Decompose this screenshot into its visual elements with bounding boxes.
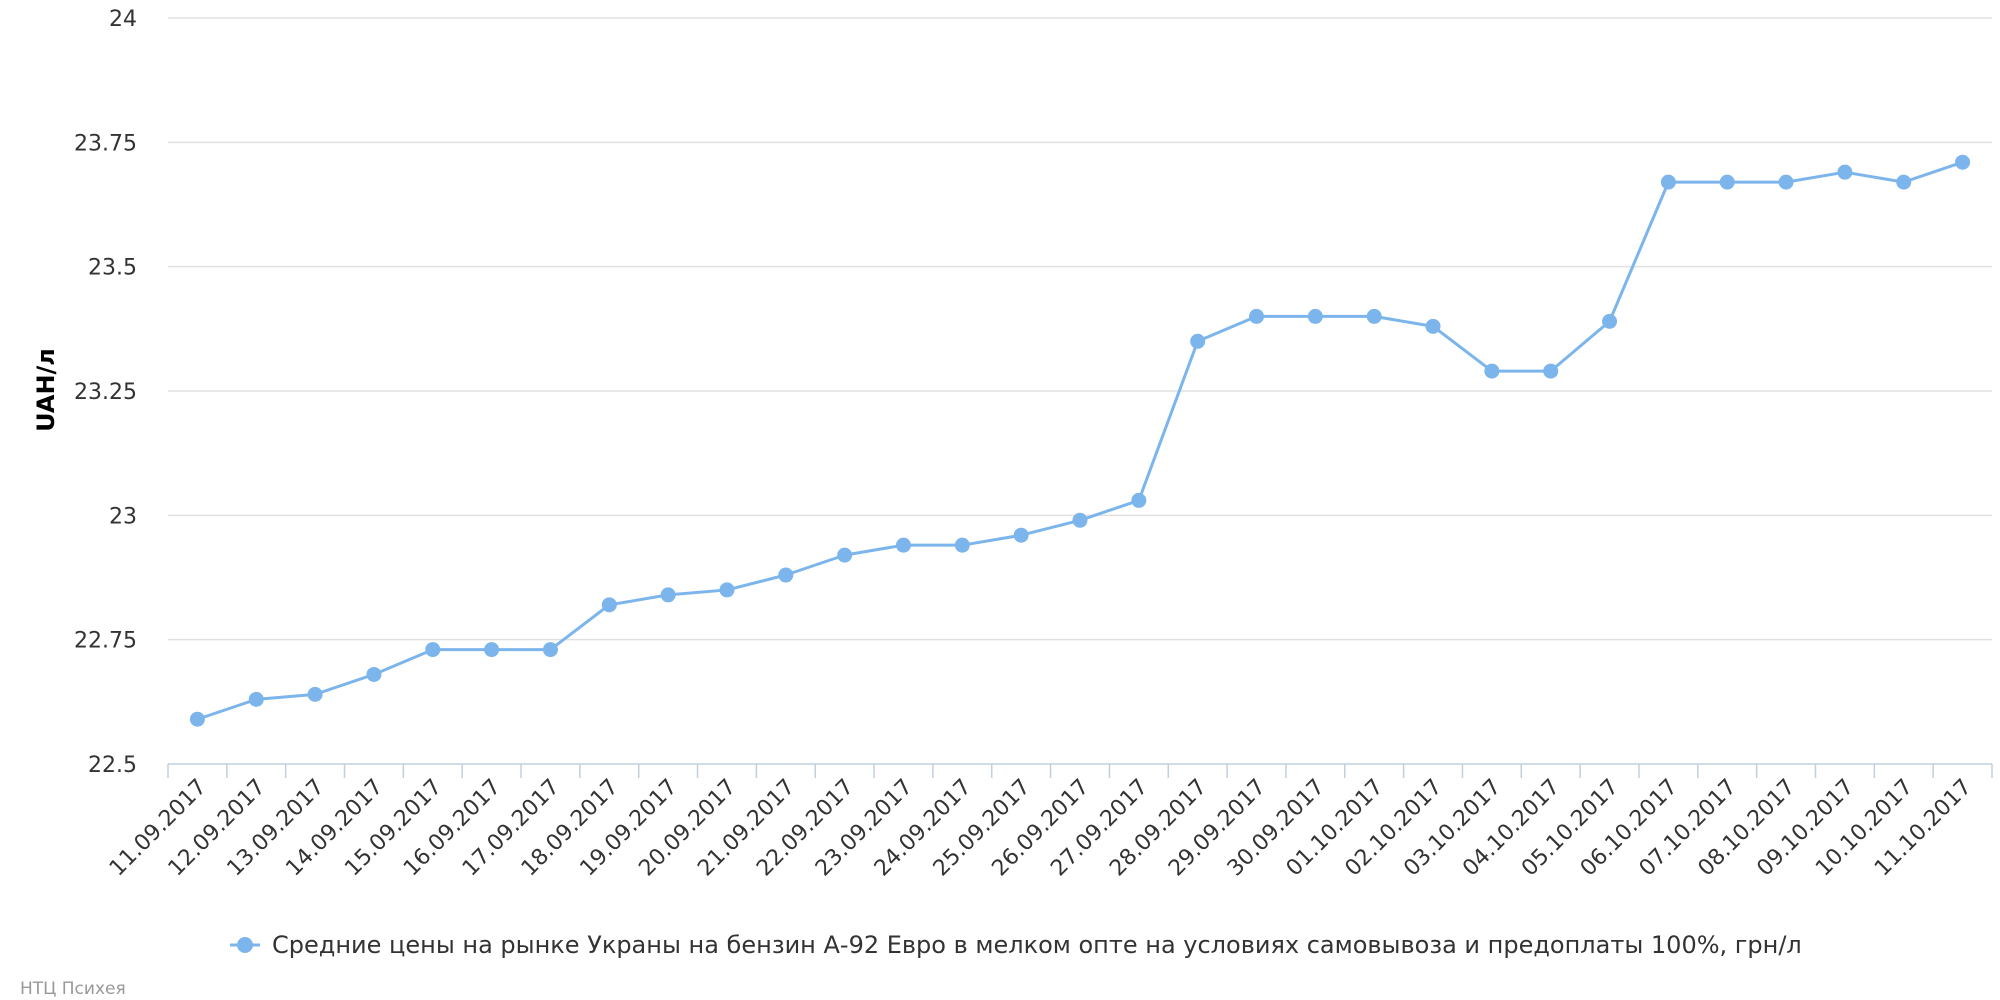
y-axis-ticks: 22.5 22.75 23 23.25 23.5 23.75 24 xyxy=(74,7,137,778)
data-point[interactable] xyxy=(1190,333,1206,349)
data-point[interactable] xyxy=(1719,174,1735,190)
y-tick-label: 23.25 xyxy=(74,380,137,405)
data-point[interactable] xyxy=(307,686,323,702)
data-point[interactable] xyxy=(778,567,794,583)
data-point[interactable] xyxy=(1602,313,1618,329)
data-point[interactable] xyxy=(484,642,500,658)
data-point[interactable] xyxy=(425,642,441,658)
data-point[interactable] xyxy=(1072,512,1088,528)
y-tick-label: 23.5 xyxy=(88,256,137,281)
legend-dot-marker xyxy=(237,937,253,953)
data-point[interactable] xyxy=(601,597,617,613)
data-point[interactable] xyxy=(1307,308,1323,324)
chart-credit[interactable]: НТЦ Психея xyxy=(20,979,126,999)
data-point[interactable] xyxy=(1484,363,1500,379)
data-point[interactable] xyxy=(542,642,558,658)
legend[interactable]: Средние цены на рынке Украны на бензин А… xyxy=(230,931,1802,959)
x-axis-ticks: 11.09.201712.09.201713.09.201714.09.2017… xyxy=(105,764,1993,881)
series-lines xyxy=(196,160,1964,721)
series-points xyxy=(189,154,1971,727)
y-tick-label: 22.75 xyxy=(74,629,137,654)
y-tick-label: 22.5 xyxy=(88,753,137,778)
data-point[interactable] xyxy=(895,537,911,553)
y-tick-label: 24 xyxy=(109,7,137,32)
data-point[interactable] xyxy=(1366,308,1382,324)
series-line xyxy=(196,160,1964,721)
data-point[interactable] xyxy=(1778,174,1794,190)
data-point[interactable] xyxy=(1131,492,1147,508)
data-point[interactable] xyxy=(1837,164,1853,180)
data-point[interactable] xyxy=(719,582,735,598)
data-point[interactable] xyxy=(1013,527,1029,543)
data-point[interactable] xyxy=(1896,174,1912,190)
data-point[interactable] xyxy=(660,587,676,603)
y-tick-label: 23 xyxy=(109,504,137,529)
data-point[interactable] xyxy=(189,711,205,727)
data-point[interactable] xyxy=(248,691,264,707)
data-point[interactable] xyxy=(1425,318,1441,334)
y-tick-label: 23.75 xyxy=(74,131,137,156)
data-point[interactable] xyxy=(1249,308,1265,324)
y-axis-label: UAH/л xyxy=(32,348,60,432)
data-point[interactable] xyxy=(1955,154,1971,170)
data-point[interactable] xyxy=(1543,363,1559,379)
data-point[interactable] xyxy=(954,537,970,553)
data-point[interactable] xyxy=(837,547,853,563)
data-point[interactable] xyxy=(1660,174,1676,190)
data-point[interactable] xyxy=(366,666,382,682)
legend-label: Средние цены на рынке Украны на бензин А… xyxy=(272,931,1802,959)
grid-lines xyxy=(168,17,1992,641)
